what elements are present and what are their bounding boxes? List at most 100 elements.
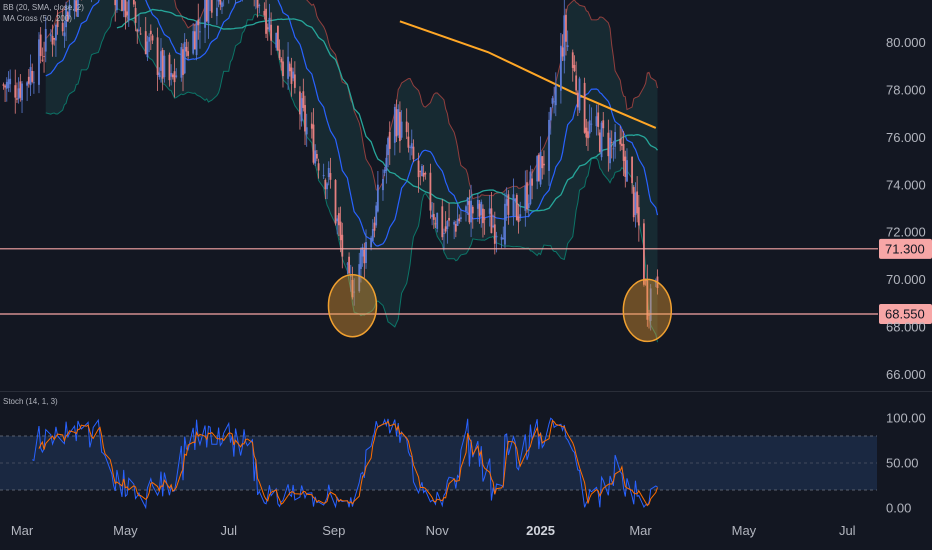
- candle-body: [56, 19, 59, 27]
- candle-body: [482, 208, 484, 224]
- candle-body: [334, 180, 337, 224]
- candle-body: [554, 85, 557, 106]
- candle-body: [551, 98, 554, 104]
- candle-body: [136, 29, 139, 32]
- candle-body: [382, 179, 384, 191]
- price-axis[interactable]: 80.000 78.000 76.000 74.000 72.000 70.000 68.0…: [886, 35, 926, 382]
- stoch-axis[interactable]: 100.00 50.00 0.00: [886, 411, 926, 516]
- horizontal-levels[interactable]: 71.300 68.550: [0, 238, 932, 324]
- candle-body: [195, 22, 198, 56]
- candle-body: [168, 54, 171, 81]
- candle-body: [258, 5, 261, 6]
- candle-body: [468, 201, 471, 223]
- candle-body: [280, 58, 283, 63]
- candle-body: [300, 98, 303, 122]
- candle-body: [114, 0, 117, 6]
- candle-body: [9, 78, 12, 85]
- candle-body: [312, 124, 315, 163]
- candle-body: [5, 81, 8, 89]
- candle-body: [444, 226, 447, 232]
- candle-body: [443, 233, 445, 234]
- candle-body: [170, 72, 173, 77]
- candle-body: [502, 238, 505, 240]
- candle-body: [351, 279, 354, 298]
- candle-body: [563, 15, 566, 61]
- candle-body: [51, 35, 54, 45]
- candle-body: [543, 163, 545, 166]
- candle-body: [282, 61, 284, 77]
- candle-body: [412, 146, 415, 160]
- candle-body: [55, 24, 57, 41]
- candle-body: [559, 45, 562, 91]
- time-tick-label: Mar: [11, 523, 34, 538]
- candle-body: [4, 85, 6, 88]
- candle-body: [349, 275, 352, 277]
- price-tick-label: 76.000: [886, 130, 926, 145]
- candle-body: [505, 199, 508, 206]
- candle-body: [65, 5, 67, 28]
- candle-body: [500, 236, 503, 240]
- candle-body: [410, 143, 413, 149]
- candle-body: [288, 63, 291, 72]
- highlight-circle[interactable]: [622, 278, 673, 343]
- candle-body: [19, 81, 22, 98]
- candle-body: [361, 247, 364, 257]
- time-axis[interactable]: Mar May Jul Sep Nov 2025 Mar May Jul: [11, 523, 856, 538]
- candle-body: [75, 0, 78, 12]
- candle-body: [590, 123, 593, 125]
- candle-body: [495, 235, 498, 238]
- candle-body: [17, 88, 20, 99]
- level-price-tag-label: 71.300: [885, 241, 925, 256]
- candle-body: [531, 178, 533, 186]
- stoch-tick-label: 100.00: [886, 411, 926, 426]
- candle-body: [561, 47, 564, 57]
- candle-body: [329, 173, 332, 180]
- candle-body: [127, 0, 130, 21]
- candle-body: [185, 46, 188, 52]
- highlight-circle[interactable]: [327, 273, 378, 338]
- candle-body: [436, 212, 439, 229]
- candle-body: [610, 142, 613, 144]
- candle-body: [353, 291, 356, 293]
- candle-body: [339, 221, 342, 241]
- time-tick-label: May: [732, 523, 757, 538]
- candle-body: [480, 201, 483, 216]
- candle-body: [492, 225, 495, 228]
- highlight-circles[interactable]: [327, 273, 673, 343]
- candle-body: [619, 138, 622, 145]
- candle-body: [160, 51, 162, 71]
- candle-body: [197, 19, 200, 26]
- stoch-legend-label[interactable]: Stoch (14, 1, 3): [3, 397, 58, 406]
- candle-body: [360, 249, 362, 269]
- candle-body: [121, 0, 123, 11]
- candle-body: [466, 197, 469, 205]
- candle-body: [529, 171, 532, 204]
- candle-body: [476, 199, 479, 209]
- candle-body: [315, 154, 318, 159]
- candle-body: [29, 67, 32, 86]
- ma-legend-label[interactable]: MA Cross (50, 200): [3, 14, 72, 23]
- stochastic-lines: [31, 417, 658, 510]
- candle-body: [431, 214, 434, 218]
- candle-body: [632, 187, 635, 218]
- bb-legend-label[interactable]: BB (20, SMA, close, 2): [3, 3, 84, 12]
- candle-body: [458, 218, 461, 222]
- candle-body: [358, 264, 361, 292]
- candle-body: [388, 131, 391, 149]
- candle-body: [299, 91, 301, 115]
- candle-body: [134, 8, 137, 23]
- candle-body: [341, 234, 344, 257]
- candle-body: [2, 84, 5, 86]
- candle-body: [63, 32, 66, 37]
- candle-body: [566, 45, 569, 47]
- candle-body: [263, 10, 266, 16]
- candle-body: [302, 91, 305, 108]
- candle-body: [363, 249, 366, 264]
- candle-body: [465, 206, 467, 212]
- candle-body: [602, 120, 605, 129]
- candle-body: [441, 206, 444, 238]
- candle-body: [317, 163, 320, 171]
- candle-body: [483, 218, 486, 220]
- candle-body: [275, 32, 278, 48]
